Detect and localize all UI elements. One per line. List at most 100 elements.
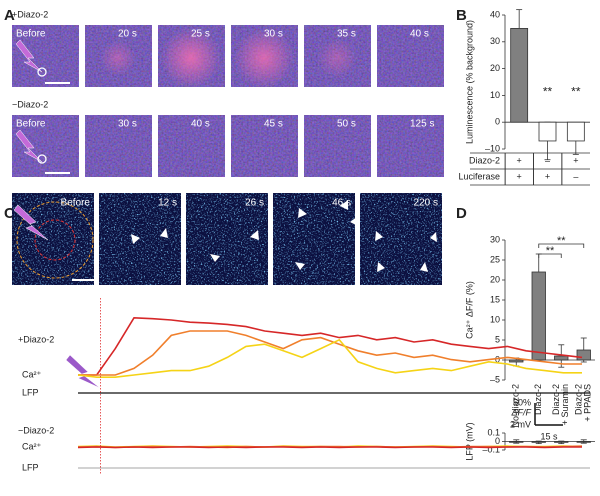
channel-label: Ca²⁺	[22, 441, 42, 451]
significance: **	[571, 84, 581, 98]
scale-label: 15 s	[540, 431, 558, 441]
frame-label: 35 s	[337, 29, 356, 40]
y-tick-label: 30	[490, 234, 500, 244]
y-tick-label: 15	[490, 294, 500, 304]
table-row-label: Luciferase	[458, 171, 500, 181]
bar	[538, 121, 557, 142]
table-cell: +	[517, 171, 522, 181]
image-layer	[12, 25, 444, 285]
bar	[576, 349, 591, 361]
channel-label: LFP	[22, 462, 39, 472]
image-noise	[377, 115, 444, 177]
frame-label: 220 s	[414, 198, 438, 209]
stimulus-icon	[15, 39, 43, 73]
frame-label: 46 s	[332, 198, 351, 209]
y-tick-label: –10	[485, 143, 500, 153]
arrowhead	[131, 234, 140, 244]
y-tick-label: 30	[490, 36, 500, 46]
y-axis-label: Luminescence (% background)	[464, 20, 474, 144]
frame-label: 12 s	[158, 198, 177, 209]
y-tick-label: 10	[490, 90, 500, 100]
bar	[576, 441, 591, 443]
row-label: +Diazo-2	[12, 9, 48, 19]
arrowhead	[377, 262, 385, 272]
channel-label: Ca²⁺	[22, 369, 42, 379]
bar	[509, 441, 524, 443]
electrode	[37, 67, 47, 77]
image-noise	[377, 25, 444, 87]
stimulus-icon	[15, 129, 43, 163]
frame-label: 25 s	[191, 29, 210, 40]
arrowhead	[375, 231, 383, 241]
frame-label: Before	[61, 198, 91, 209]
group-label: −Diazo-2	[18, 425, 54, 435]
region-outline	[34, 219, 76, 261]
arrowhead	[250, 230, 259, 240]
x-tick-label: Diazo-2	[574, 384, 584, 415]
y-axis-label: Ca²⁺ ΔF/F (%)	[464, 281, 474, 339]
bar	[531, 271, 546, 361]
scale-label: 2 mV	[510, 419, 531, 429]
x-tick-label: Diazo-2	[551, 384, 561, 415]
frame-label: Before	[16, 119, 46, 130]
x-tick-label: + Suramin	[560, 384, 570, 425]
x-tick-label: + PPADS	[583, 384, 593, 422]
y-tick-label: –5	[490, 374, 500, 384]
stimulus-icon	[65, 354, 101, 389]
bar	[554, 441, 569, 443]
y-tick-label: 0	[495, 354, 500, 364]
frame-label: 40 s	[191, 119, 210, 130]
arrowhead	[160, 228, 168, 238]
scale-label: ΔF/F	[510, 407, 531, 417]
frame-label: 40 s	[410, 29, 429, 40]
arrowhead	[430, 232, 437, 242]
y-tick-label: 10	[490, 314, 500, 324]
image-noise	[99, 193, 181, 285]
decorations	[13, 39, 101, 389]
comparison-bracket	[538, 253, 562, 258]
panel-label: A	[4, 7, 15, 24]
bar	[566, 121, 585, 142]
frame-label: 20 s	[118, 29, 137, 40]
y-axis-label: LFP (mV)	[464, 422, 474, 460]
electrode	[37, 154, 47, 164]
panel-label: C	[4, 205, 15, 222]
frame-label: 26 s	[245, 198, 264, 209]
frame-label: 125 s	[410, 119, 434, 130]
image-noise	[304, 115, 371, 177]
channel-label: LFP	[22, 387, 39, 397]
arrowhead	[210, 254, 220, 262]
y-tick-label: 20	[490, 63, 500, 73]
table-cell: –	[545, 155, 550, 165]
image-noise	[360, 193, 442, 285]
y-tick-label: 5	[495, 334, 500, 344]
x-tick-label: Diazo-2	[533, 384, 543, 415]
calcium-trace	[78, 330, 582, 376]
frame-label: 45 s	[264, 119, 283, 130]
bar	[554, 355, 569, 361]
x-tick-label: No diazo-2	[511, 384, 521, 428]
group-label: +Diazo-2	[18, 334, 54, 344]
y-tick-label: –0.1	[482, 444, 500, 454]
arrowhead	[295, 262, 305, 270]
arrowheads	[131, 200, 437, 272]
y-tick-label: 0.1	[487, 427, 500, 437]
image-noise	[158, 115, 225, 177]
image-noise	[85, 115, 152, 177]
glow	[161, 28, 221, 88]
bar	[510, 27, 529, 123]
bar	[531, 441, 546, 443]
bar	[509, 359, 524, 363]
significance: **	[543, 84, 553, 98]
frame-label: Before	[16, 29, 46, 40]
region-outline	[16, 201, 94, 279]
stimulus-icon	[13, 204, 49, 241]
table-cell: +	[517, 155, 522, 165]
comparison-bracket	[538, 243, 585, 248]
image-noise	[273, 193, 355, 285]
image-noise	[12, 25, 79, 87]
frame-label: 30 s	[264, 29, 283, 40]
table-cell: –	[573, 171, 578, 181]
calcium-trace	[77, 338, 582, 378]
